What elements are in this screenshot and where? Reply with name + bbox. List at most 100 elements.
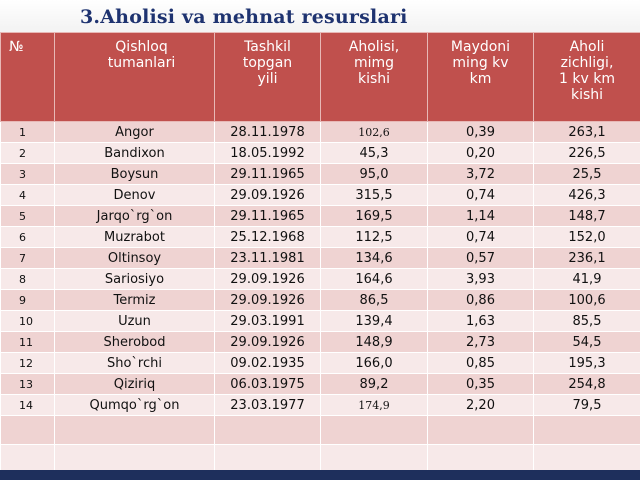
- founded-date: 09.02.1935: [214, 352, 321, 374]
- density-value: 148,7: [533, 205, 640, 227]
- row-number: 5: [0, 205, 55, 227]
- row-number: 13: [0, 373, 55, 395]
- founded-date: 29.11.1965: [214, 205, 321, 227]
- population-value: 139,4: [320, 310, 428, 332]
- density-value: 426,3: [533, 184, 640, 206]
- table-row: 11 Sherobod 29.09.1926 148,9 2,73 54,5: [0, 331, 640, 353]
- founded-date: 29.11.1965: [214, 163, 321, 185]
- district-name: Jarqo`rg`on: [54, 205, 215, 227]
- table-header-row: № Qishloq tumanlari Tashkil topgan yili …: [0, 32, 640, 122]
- table-row: 3 Boysun 29.11.1965 95,0 3,72 25,5: [0, 163, 640, 185]
- district-name: Bandixon: [54, 142, 215, 164]
- header-population: Aholisi, mimg kishi: [320, 32, 428, 122]
- density-value: 195,3: [533, 352, 640, 374]
- founded-date: 23.03.1977: [214, 394, 321, 416]
- area-value: 0,74: [427, 184, 534, 206]
- population-value: 148,9: [320, 331, 428, 353]
- header-density: Aholi zichligi, 1 kv km kishi: [533, 32, 640, 122]
- empty-row: [0, 444, 640, 474]
- founded-date: 29.09.1926: [214, 268, 321, 290]
- table-row: 4 Denov 29.09.1926 315,5 0,74 426,3: [0, 184, 640, 206]
- row-number: 6: [0, 226, 55, 248]
- density-value: 236,1: [533, 247, 640, 269]
- header-founded-year: Tashkil topgan yili: [214, 32, 321, 122]
- table-row: 13 Qiziriq 06.03.1975 89,2 0,35 254,8: [0, 373, 640, 395]
- area-value: 0,35: [427, 373, 534, 395]
- header-number: №: [0, 32, 55, 122]
- area-value: 1,14: [427, 205, 534, 227]
- density-value: 263,1: [533, 121, 640, 143]
- population-value: 86,5: [320, 289, 428, 311]
- population-value: 315,5: [320, 184, 428, 206]
- density-value: 152,0: [533, 226, 640, 248]
- population-value: 134,6: [320, 247, 428, 269]
- district-name: Sherobod: [54, 331, 215, 353]
- table-row: 1 Angor 28.11.1978 102,6 0,39 263,1: [0, 121, 640, 143]
- area-value: 0,86: [427, 289, 534, 311]
- population-value: 169,5: [320, 205, 428, 227]
- founded-date: 18.05.1992: [214, 142, 321, 164]
- founded-date: 28.11.1978: [214, 121, 321, 143]
- row-number: 4: [0, 184, 55, 206]
- district-name: Sariosiyo: [54, 268, 215, 290]
- district-name: Muzrabot: [54, 226, 215, 248]
- founded-date: 06.03.1975: [214, 373, 321, 395]
- area-value: 1,63: [427, 310, 534, 332]
- empty-row: [0, 415, 640, 445]
- population-value: 95,0: [320, 163, 428, 185]
- header-area: Maydoni ming kv km: [427, 32, 534, 122]
- area-value: 0,20: [427, 142, 534, 164]
- population-value: 174,9: [320, 394, 428, 416]
- population-value: 102,6: [320, 121, 428, 143]
- density-value: 254,8: [533, 373, 640, 395]
- row-number: 2: [0, 142, 55, 164]
- table-row: 9 Termiz 29.09.1926 86,5 0,86 100,6: [0, 289, 640, 311]
- footer-band: [0, 470, 640, 480]
- area-value: 0,57: [427, 247, 534, 269]
- district-name: Boysun: [54, 163, 215, 185]
- district-name: Qiziriq: [54, 373, 215, 395]
- row-number: 8: [0, 268, 55, 290]
- density-value: 41,9: [533, 268, 640, 290]
- districts-table: № Qishloq tumanlari Tashkil topgan yili …: [0, 32, 640, 474]
- row-number: 11: [0, 331, 55, 353]
- founded-date: 23.11.1981: [214, 247, 321, 269]
- table-row: 5 Jarqo`rg`on 29.11.1965 169,5 1,14 148,7: [0, 205, 640, 227]
- population-value: 164,6: [320, 268, 428, 290]
- table-row: 12 Sho`rchi 09.02.1935 166,0 0,85 195,3: [0, 352, 640, 374]
- population-value: 89,2: [320, 373, 428, 395]
- population-value: 112,5: [320, 226, 428, 248]
- district-name: Denov: [54, 184, 215, 206]
- area-value: 3,93: [427, 268, 534, 290]
- area-value: 0,74: [427, 226, 534, 248]
- row-number: 9: [0, 289, 55, 311]
- row-number: 1: [0, 121, 55, 143]
- row-number: 3: [0, 163, 55, 185]
- table-row: 6 Muzrabot 25.12.1968 112,5 0,74 152,0: [0, 226, 640, 248]
- district-name: Uzun: [54, 310, 215, 332]
- area-value: 2,73: [427, 331, 534, 353]
- area-value: 2,20: [427, 394, 534, 416]
- founded-date: 29.03.1991: [214, 310, 321, 332]
- row-number: 14: [0, 394, 55, 416]
- founded-date: 29.09.1926: [214, 331, 321, 353]
- district-name: Angor: [54, 121, 215, 143]
- density-value: 85,5: [533, 310, 640, 332]
- area-value: 0,85: [427, 352, 534, 374]
- district-name: Oltinsoy: [54, 247, 215, 269]
- density-value: 100,6: [533, 289, 640, 311]
- table-row: 14 Qumqo`rg`on 23.03.1977 174,9 2,20 79,5: [0, 394, 640, 416]
- population-value: 45,3: [320, 142, 428, 164]
- density-value: 226,5: [533, 142, 640, 164]
- density-value: 54,5: [533, 331, 640, 353]
- slide-title: 3.Aholisi va mehnat resurslari: [80, 6, 408, 28]
- row-number: 7: [0, 247, 55, 269]
- table-row: 7 Oltinsoy 23.11.1981 134,6 0,57 236,1: [0, 247, 640, 269]
- founded-date: 29.09.1926: [214, 184, 321, 206]
- founded-date: 29.09.1926: [214, 289, 321, 311]
- area-value: 0,39: [427, 121, 534, 143]
- header-district: Qishloq tumanlari: [54, 32, 215, 122]
- district-name: Termiz: [54, 289, 215, 311]
- founded-date: 25.12.1968: [214, 226, 321, 248]
- row-number: 10: [0, 310, 55, 332]
